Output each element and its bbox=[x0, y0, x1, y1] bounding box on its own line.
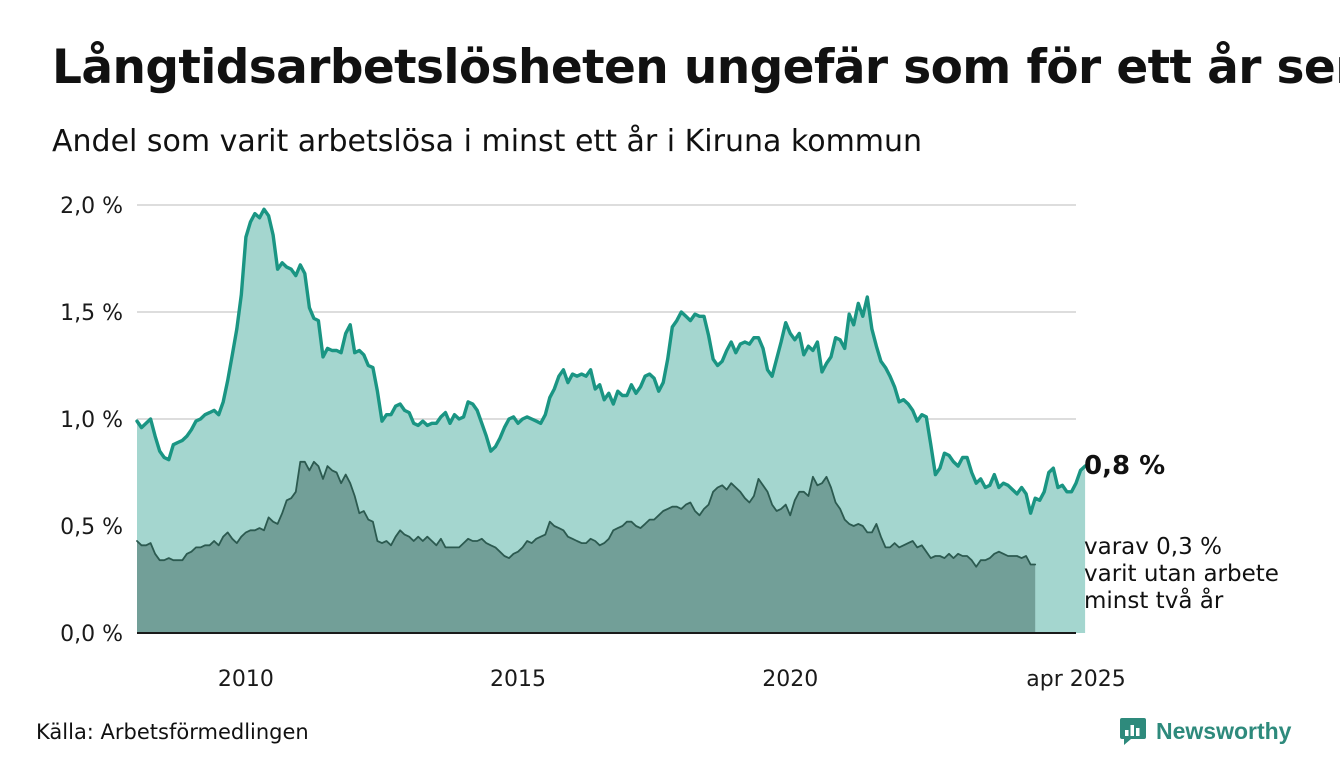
source-note: Källa: Arbetsförmedlingen bbox=[36, 720, 309, 744]
y-tick-label-2: 1,0 % bbox=[60, 408, 123, 433]
y-axis: 0,0 % 0,5 % 1,0 % 1,5 % 2,0 % bbox=[60, 194, 123, 647]
y-tick-label-4: 2,0 % bbox=[60, 194, 123, 219]
newsworthy-logo-icon bbox=[1120, 718, 1146, 745]
x-tick-label-0: 2010 bbox=[218, 667, 274, 692]
end-label-sub-line-3: minst två år bbox=[1084, 586, 1224, 614]
area-sub bbox=[137, 461, 1036, 633]
y-tick-label-0: 0,0 % bbox=[60, 622, 123, 647]
end-labels: 0,8 % varav 0,3 % varit utan arbete mins… bbox=[1084, 451, 1279, 614]
chart-subtitle: Andel som varit arbetslösa i minst ett å… bbox=[52, 124, 923, 159]
end-label-main: 0,8 % bbox=[1084, 451, 1165, 481]
chart-title: Långtidsarbetslösheten ungefär som för e… bbox=[52, 40, 1340, 95]
end-label-sub-line-1: varav 0,3 % bbox=[1084, 534, 1222, 560]
x-axis: 2010 2015 2020 apr 2025 bbox=[218, 667, 1126, 692]
end-label-sub-line-2: varit utan arbete bbox=[1084, 561, 1279, 587]
x-tick-label-1: 2015 bbox=[490, 667, 546, 692]
chart-areas bbox=[135, 207, 1087, 634]
x-tick-label-2: 2020 bbox=[762, 667, 818, 692]
line-main bbox=[135, 207, 1087, 515]
newsworthy-logo: Newsworthy bbox=[1118, 714, 1291, 748]
line-sub bbox=[136, 460, 1037, 568]
brand-name: Newsworthy bbox=[1156, 717, 1292, 744]
y-tick-label-1: 0,5 % bbox=[60, 515, 123, 540]
x-tick-label-3: apr 2025 bbox=[1026, 667, 1125, 692]
y-tick-label-3: 1,5 % bbox=[60, 301, 123, 326]
